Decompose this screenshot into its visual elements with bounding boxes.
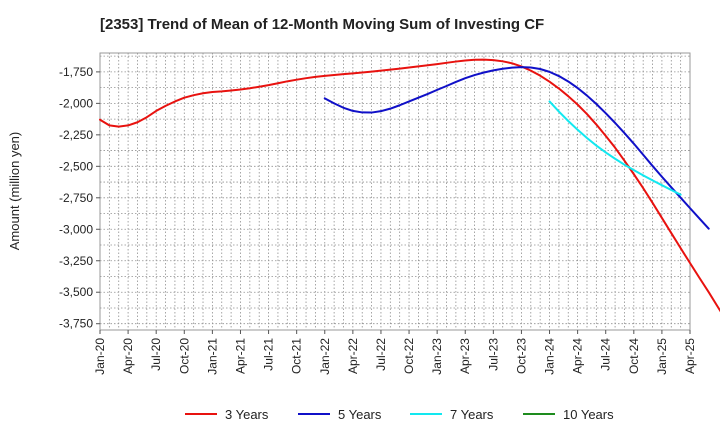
x-tick-label: Jan-24 <box>543 338 557 375</box>
x-tick-label: Jul-22 <box>374 338 388 371</box>
chart-title: [2353] Trend of Mean of 12-Month Moving … <box>100 16 544 33</box>
y-tick-label: -2,750 <box>59 191 93 205</box>
series-line-7-years <box>548 100 682 196</box>
x-tick-label: Apr-24 <box>571 338 585 374</box>
series-lines <box>99 58 720 313</box>
x-tick-label: Jan-23 <box>430 338 444 375</box>
x-tick-label: Oct-21 <box>290 338 304 374</box>
x-tick-label: Apr-22 <box>346 338 360 374</box>
y-tick-label: -1,750 <box>59 65 93 79</box>
x-tick-label: Jan-22 <box>318 338 332 375</box>
x-tick-label: Jul-21 <box>262 338 276 371</box>
x-tick-label: Oct-24 <box>627 338 641 374</box>
x-tick-label: Oct-23 <box>514 338 528 374</box>
y-axis-label: Amount (million yen) <box>7 132 22 251</box>
y-axis-ticks: -1,750 -2,000 -2,250 -2,500 -2,750 -3,000 -3,2… <box>59 65 100 331</box>
plot-background <box>99 52 691 331</box>
x-tick-label: Apr-21 <box>233 338 247 374</box>
y-tick-label: -3,250 <box>59 254 93 268</box>
legend-label-10-years: 10 Years <box>563 407 614 422</box>
plot-frame <box>99 52 691 331</box>
x-axis-ticks: Jan-20 Apr-20 Jul-20 Oct-20 Jan-21 Apr-21 Jul-… <box>93 330 697 375</box>
legend: 3 Years 5 Years 7 Years 10 Years <box>185 407 614 422</box>
y-tick-label: -3,750 <box>59 317 93 331</box>
x-tick-label: Jul-24 <box>599 338 613 371</box>
legend-label-7-years: 7 Years <box>450 407 494 422</box>
series-line-5-years <box>323 66 710 230</box>
x-tick-label: Apr-23 <box>458 338 472 374</box>
legend-label-3-years: 3 Years <box>225 407 269 422</box>
y-tick-label: -2,250 <box>59 128 93 142</box>
series-line-3-years <box>99 58 720 313</box>
x-tick-label: Jan-25 <box>655 338 669 375</box>
x-tick-label: Jul-20 <box>149 338 163 371</box>
x-tick-label: Apr-20 <box>121 338 135 374</box>
y-tick-label: -2,000 <box>59 96 93 110</box>
y-tick-label: -2,500 <box>59 159 93 173</box>
x-tick-label: Oct-22 <box>402 338 416 374</box>
x-tick-label: Jul-23 <box>486 338 500 371</box>
y-tick-label: -3,000 <box>59 222 93 236</box>
legend-label-5-years: 5 Years <box>338 407 382 422</box>
grid-lines <box>100 53 690 330</box>
x-tick-label: Oct-20 <box>177 338 191 374</box>
x-tick-label: Jan-20 <box>93 338 107 375</box>
x-tick-label: Apr-25 <box>683 338 697 374</box>
y-tick-label: -3,500 <box>59 285 93 299</box>
x-tick-label: Jan-21 <box>205 338 219 375</box>
